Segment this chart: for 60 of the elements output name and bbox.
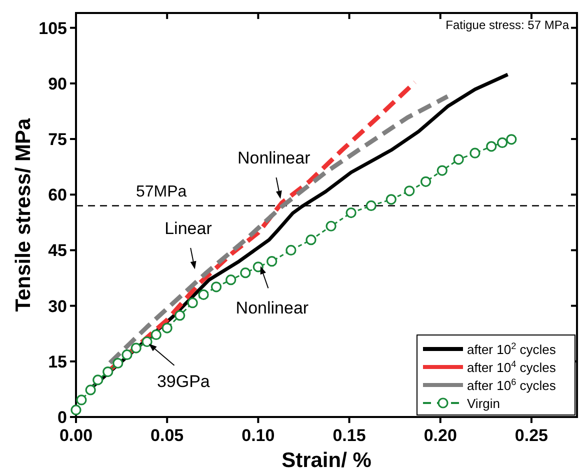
- point: [506, 134, 517, 145]
- x-tick-label: 0.20: [424, 426, 457, 445]
- point: [85, 384, 96, 396]
- x-tick-label: 0.10: [242, 426, 275, 445]
- point: [306, 234, 316, 246]
- point: [162, 322, 172, 334]
- annotation: 39GPa: [156, 372, 210, 392]
- legend-label: after 10$^{2}$ cycles: [467, 341, 556, 357]
- point: [453, 154, 464, 165]
- y-tick-label: 30: [48, 296, 67, 316]
- point: [436, 165, 448, 176]
- point: [76, 394, 87, 406]
- y-tick-label: 105: [38, 18, 67, 38]
- ref-line-label: 57MPa: [136, 184, 187, 201]
- legend-label: after 10$^{6}$ cycles: [467, 377, 556, 393]
- point: [252, 262, 264, 272]
- y-tick-label: 45: [48, 241, 67, 260]
- annotation: Fatigue stress: 57 MPa: [446, 18, 570, 32]
- point: [326, 220, 336, 232]
- x-tick-label: 0.25: [514, 426, 548, 445]
- y-tick-label: 90: [48, 74, 67, 94]
- point: [346, 207, 356, 218]
- x-tick-label: 0.05: [150, 426, 184, 445]
- point: [92, 374, 104, 386]
- point: [286, 244, 296, 256]
- y-tick-label: 60: [48, 186, 67, 205]
- point: [102, 366, 114, 378]
- point: [226, 274, 236, 286]
- point: [150, 329, 162, 340]
- point: [470, 148, 480, 158]
- y-tick-label: 15: [48, 352, 67, 372]
- point: [266, 256, 278, 267]
- point: [187, 298, 198, 308]
- legend-label: after 10$^{4}$ cycles: [467, 359, 556, 375]
- annotation: Nonlinear: [237, 148, 311, 168]
- point: [240, 268, 251, 278]
- y-axis-title: Tensile stress/ MPa: [12, 118, 35, 312]
- point: [420, 176, 432, 187]
- point: [486, 141, 497, 152]
- y-tick-label: 75: [48, 130, 67, 150]
- point: [70, 404, 82, 416]
- x-tick-label: 0.15: [332, 426, 366, 445]
- point: [386, 194, 396, 205]
- y-tick-label: 0: [58, 408, 67, 427]
- point: [497, 137, 508, 148]
- point: [198, 289, 209, 300]
- legend-label: Virgin: [467, 396, 500, 411]
- annotation: Nonlinear: [236, 298, 309, 318]
- point: [142, 336, 152, 348]
- annotation: Linear: [164, 219, 212, 238]
- point: [404, 186, 415, 196]
- line-series: [108, 94, 450, 366]
- point: [174, 310, 186, 321]
- x-axis-title: Strain/ %: [282, 449, 372, 472]
- point: [210, 282, 222, 292]
- point: [130, 342, 142, 354]
- x-tick-label: 0.00: [59, 426, 93, 445]
- point: [366, 200, 376, 212]
- point: [122, 349, 132, 360]
- point: [112, 358, 124, 369]
